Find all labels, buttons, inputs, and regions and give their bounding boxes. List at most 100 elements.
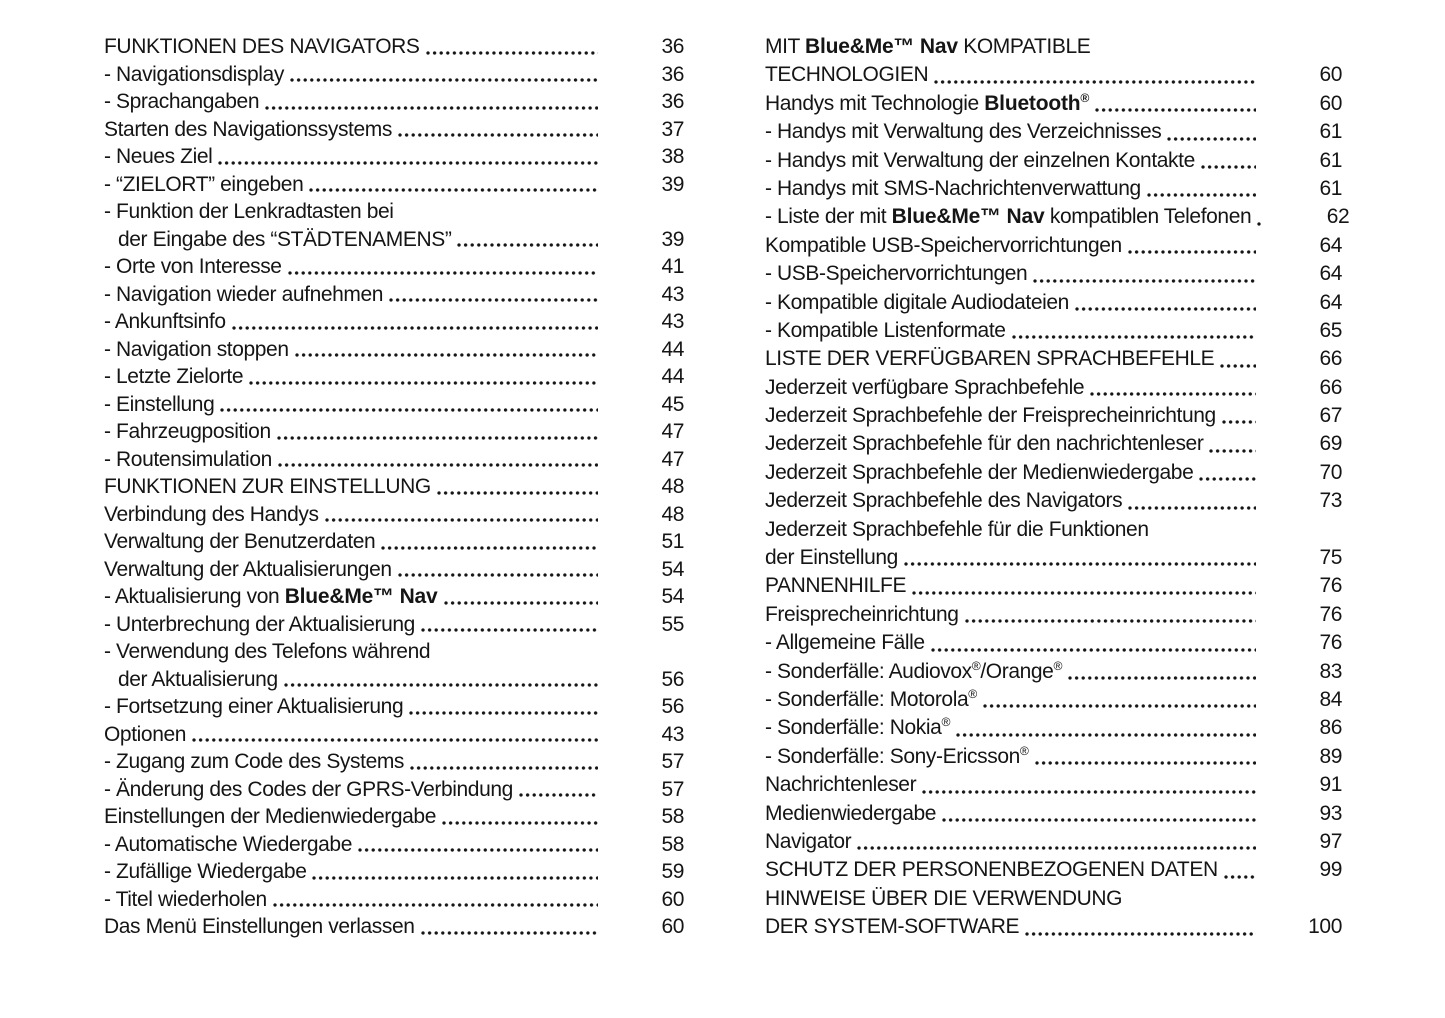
toc-row: der Eingabe des “STÄDTENAMENS” 39 (104, 226, 684, 254)
toc-page-number: 70 (1319, 460, 1342, 484)
toc-row: PANNENHILFE 76 (765, 572, 1342, 600)
dotted-leader (324, 517, 598, 523)
dotted-leader (1128, 504, 1256, 511)
toc-page-number: 57 (661, 777, 684, 801)
toc-entry-label: - Navigation stoppen (104, 337, 289, 361)
dotted-leader (265, 104, 598, 111)
toc-entry-label: TECHNOLOGIEN (765, 63, 929, 87)
toc-page-number: 97 (1319, 829, 1342, 853)
dotted-leader (192, 737, 598, 743)
toc-page-number: 48 (661, 475, 684, 498)
dotted-leader (277, 462, 598, 468)
toc-entry-label: Das Menü Einstellungen verlassen (104, 915, 415, 938)
toc-page-number: 44 (661, 337, 684, 361)
toc-entry-label: - Sonderfälle: Nokia® (765, 715, 951, 740)
dotted-leader (220, 407, 598, 413)
toc-row: Jederzeit Sprachbefehle des Navigators 73 (765, 487, 1342, 515)
toc-page-number: 58 (661, 832, 684, 856)
dotted-leader (942, 816, 1256, 823)
toc-entry-label: Optionen (104, 722, 187, 746)
toc-row: Jederzeit Sprachbefehle der Freisprechei… (765, 402, 1342, 430)
toc-row: Jederzeit Sprachbefehle für den nachrich… (765, 430, 1342, 458)
dotted-leader (443, 599, 598, 606)
toc-entry-label: - Änderung des Codes der GPRS-Verbindung (104, 777, 513, 801)
toc-entry-label: FUNKTIONEN ZUR EINSTELLUNG (104, 475, 431, 498)
dotted-leader (231, 324, 598, 331)
dotted-leader (1090, 391, 1256, 398)
toc-row: der Aktualisierung 56 (104, 666, 684, 694)
toc-page-number: 58 (661, 805, 684, 828)
toc-row: - Sonderfälle: Sony-Ericsson® 89 (765, 743, 1342, 771)
toc-row: Verwaltung der Aktualisierungen 54 (104, 556, 684, 584)
dotted-leader (922, 788, 1256, 795)
toc-page-number: 54 (661, 557, 684, 581)
toc-page-number: 86 (1319, 716, 1342, 740)
toc-row: Kompatible USB-Speichervorrichtungen 64 (765, 232, 1342, 260)
toc-row: FUNKTIONEN DES NAVIGATORS 36 (104, 33, 684, 61)
toc-entry-label: PANNENHILFE (765, 574, 907, 598)
toc-entry-label: SCHUTZ DER PERSONENBEZOGENEN DATEN (765, 858, 1218, 882)
toc-entry-label: - Orte von Interesse (104, 255, 282, 278)
dotted-leader (912, 589, 1256, 596)
toc-page-number: 54 (661, 585, 684, 608)
toc-page-number: 36 (661, 62, 684, 86)
dotted-leader (982, 703, 1256, 710)
dotted-leader (1220, 362, 1256, 369)
dotted-leader (457, 242, 598, 248)
toc-page-number: 47 (661, 420, 684, 443)
toc-row: FUNKTIONEN ZUR EINSTELLUNG 48 (104, 473, 684, 501)
toc-entry-label: der Eingabe des “STÄDTENAMENS” (118, 227, 452, 251)
toc-row: - Zufällige Wiedergabe 59 (104, 858, 684, 886)
toc-row: Verwaltung der Benutzerdaten 51 (104, 528, 684, 556)
toc-page-number: 67 (1319, 404, 1342, 428)
toc-page-number: 64 (1319, 290, 1342, 314)
dotted-leader (272, 902, 598, 908)
toc-page-number: 60 (1319, 63, 1342, 87)
toc-entry-label: - Fortsetzung einer Aktualisierung (104, 695, 404, 718)
toc-row: SCHUTZ DER PERSONENBEZOGENEN DATEN 99 (765, 856, 1342, 884)
toc-page-number: 38 (661, 145, 684, 168)
toc-row: - Navigationsdisplay 36 (104, 61, 684, 89)
toc-page-number: 61 (1319, 176, 1342, 200)
dotted-leader (381, 544, 598, 551)
dotted-leader (964, 618, 1256, 625)
toc-page-number: 45 (661, 392, 684, 416)
toc-page-number: 76 (1319, 602, 1342, 626)
toc-page-number: 99 (1319, 858, 1342, 882)
toc-entry-label: Jederzeit Sprachbefehle für den nachrich… (765, 432, 1204, 456)
toc-page-number: 89 (1319, 744, 1342, 768)
dotted-leader (1025, 930, 1256, 937)
toc-row: TECHNOLOGIEN 60 (765, 61, 1342, 89)
toc-row: - Handys mit Verwaltung des Verzeichniss… (765, 118, 1342, 146)
dotted-leader (1033, 277, 1256, 284)
toc-row: Handys mit Technologie Bluetooth® 60 (765, 90, 1342, 118)
toc-page-number: 73 (1319, 489, 1342, 513)
toc-entry-label: MIT Blue&Me™ Nav KOMPATIBLE (765, 35, 1091, 58)
toc-row: Jederzeit verfügbare Sprachbefehle 66 (765, 374, 1342, 402)
dotted-leader (389, 297, 598, 303)
dotted-leader (397, 132, 598, 138)
toc-page-number: 57 (661, 750, 684, 773)
toc-row: - Sonderfälle: Audiovox®/Orange® 83 (765, 658, 1342, 686)
toc-page-number: 76 (1319, 574, 1342, 598)
toc-row: Das Menü Einstellungen verlassen 60 (104, 913, 684, 941)
toc-entry-label: Jederzeit verfügbare Sprachbefehle (765, 375, 1085, 399)
toc-entry-label: - Funktion der Lenkradtasten bei (104, 200, 394, 223)
toc-page-number: 43 (661, 310, 684, 333)
toc-row: - Unterbrechung der Aktualisierung 55 (104, 611, 684, 639)
toc-entry-label: - Navigation wieder aufnehmen (104, 282, 384, 306)
toc-row: - Titel wiederholen 60 (104, 886, 684, 914)
toc-entry-label: der Einstellung (765, 546, 898, 570)
dotted-leader (1146, 192, 1256, 199)
dotted-leader (276, 434, 598, 441)
toc-entry-label: - Sonderfälle: Sony-Ericsson® (765, 743, 1029, 768)
dotted-leader (283, 682, 598, 688)
toc-page-number: 55 (661, 612, 684, 636)
dotted-leader (357, 847, 598, 853)
toc-page-number: 37 (661, 117, 684, 141)
dotted-leader (1199, 476, 1256, 483)
toc-page-number: 59 (661, 860, 684, 883)
toc-page-number: 39 (661, 227, 684, 251)
toc-row: HINWEISE ÜBER DIE VERWENDUNG (765, 885, 1342, 913)
toc-entry-label: - Sonderfälle: Audiovox®/Orange® (765, 658, 1063, 683)
